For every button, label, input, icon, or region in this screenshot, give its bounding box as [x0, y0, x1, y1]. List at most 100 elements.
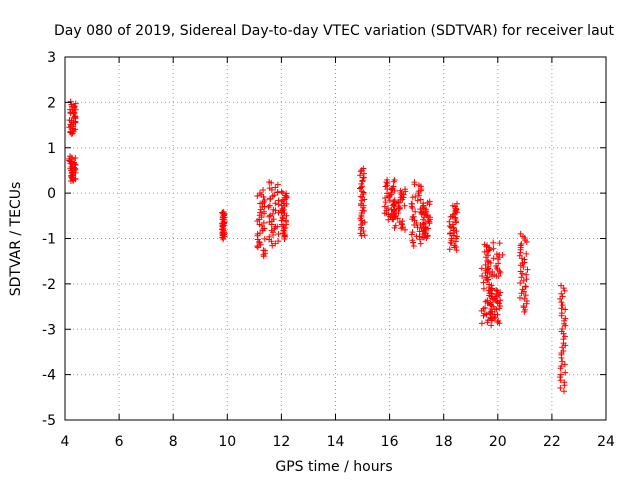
- data-point: [424, 213, 431, 220]
- data-point: [358, 200, 365, 207]
- data-point: [488, 286, 495, 293]
- data-point: [266, 213, 273, 220]
- grid-layer: [65, 57, 606, 420]
- data-point: [266, 195, 273, 202]
- data-point: [270, 206, 277, 213]
- data-point: [389, 186, 396, 193]
- y-axis-label: SDTVAR / TECUs: [8, 182, 24, 297]
- data-point: [412, 208, 419, 215]
- data-point: [449, 202, 456, 209]
- data-point: [267, 196, 274, 203]
- data-point: [361, 219, 368, 226]
- data-point: [256, 190, 263, 197]
- data-point: [516, 252, 523, 259]
- data-point: [447, 230, 454, 237]
- x-tick-label: 8: [169, 434, 178, 450]
- data-point: [357, 193, 364, 200]
- data-point: [562, 306, 569, 313]
- data-point: [254, 244, 261, 251]
- data-point: [399, 218, 406, 225]
- data-point: [418, 209, 425, 216]
- data-point: [259, 226, 266, 233]
- data-point: [357, 172, 364, 179]
- data-point: [219, 209, 226, 216]
- data-point: [517, 230, 524, 237]
- data-point: [559, 326, 566, 333]
- data-point: [491, 311, 498, 318]
- data-point: [557, 377, 564, 384]
- data-point: [266, 179, 273, 186]
- data-point: [560, 336, 567, 343]
- data-point: [360, 165, 367, 172]
- y-tick-label: -4: [42, 368, 56, 384]
- data-point: [481, 241, 488, 248]
- data-point: [382, 194, 389, 201]
- data-point: [396, 219, 403, 226]
- data-point: [260, 219, 267, 226]
- data-point: [425, 225, 432, 232]
- data-point: [497, 302, 504, 309]
- data-point: [561, 361, 568, 368]
- data-point: [497, 297, 504, 304]
- data-point: [562, 369, 569, 376]
- data-point: [410, 242, 417, 249]
- data-point: [523, 271, 530, 278]
- data-point: [495, 273, 502, 280]
- data-point: [392, 222, 399, 229]
- data-point: [409, 237, 416, 244]
- data-point: [66, 117, 73, 124]
- ticks-layer: [64, 56, 607, 421]
- data-point: [490, 239, 497, 246]
- data-point: [279, 189, 286, 196]
- data-point: [257, 206, 264, 213]
- data-point: [494, 319, 501, 326]
- data-point: [68, 101, 75, 108]
- data-point: [272, 240, 279, 247]
- data-point: [522, 292, 529, 299]
- data-point: [490, 255, 497, 262]
- data-point: [261, 235, 268, 242]
- data-point: [417, 240, 424, 247]
- data-point: [275, 197, 282, 204]
- data-point: [557, 371, 564, 378]
- data-point: [518, 241, 525, 248]
- data-point: [522, 283, 529, 290]
- data-point: [411, 179, 418, 186]
- data-point: [523, 250, 530, 257]
- data-point: [494, 288, 501, 295]
- data-point: [260, 247, 267, 254]
- x-tick-label: 12: [272, 434, 290, 450]
- data-point: [560, 347, 567, 354]
- data-point: [390, 207, 397, 214]
- data-point: [449, 221, 456, 228]
- data-point: [360, 174, 367, 181]
- data-point: [357, 168, 364, 175]
- data-point: [558, 305, 565, 312]
- data-point: [484, 257, 491, 264]
- data-point: [558, 363, 565, 370]
- y-tick-label: 3: [47, 50, 56, 66]
- data-point: [414, 224, 421, 231]
- data-point: [359, 194, 366, 201]
- x-tick-label: 20: [489, 434, 507, 450]
- data-point: [495, 317, 502, 324]
- chart-title: Day 080 of 2019, Sidereal Day-to-day VTE…: [54, 23, 615, 39]
- data-point: [269, 242, 276, 249]
- data-point: [360, 189, 367, 196]
- data-point: [519, 286, 526, 293]
- data-point: [360, 170, 367, 177]
- data-point: [453, 233, 460, 240]
- data-point: [385, 216, 392, 223]
- data-point: [488, 302, 495, 309]
- data-point: [409, 200, 416, 207]
- data-point: [559, 293, 566, 300]
- data-point: [478, 265, 485, 272]
- data-point: [283, 200, 290, 207]
- data-point: [488, 316, 495, 323]
- data-point: [454, 200, 461, 207]
- x-tick-label: 24: [597, 434, 615, 450]
- data-point: [516, 294, 523, 301]
- data-point: [382, 183, 389, 190]
